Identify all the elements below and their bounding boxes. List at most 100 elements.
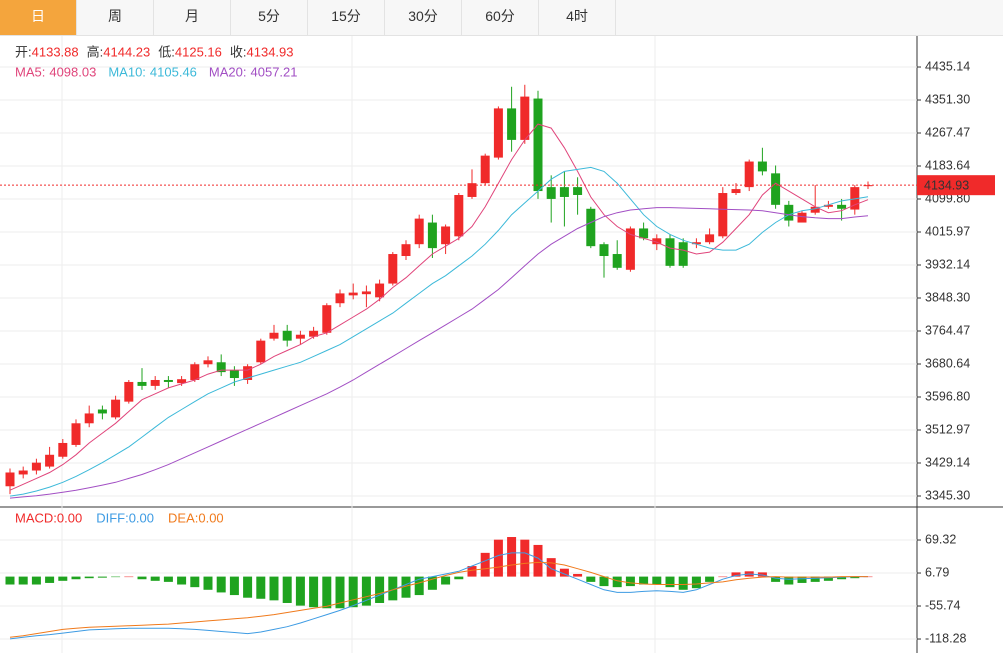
- macd-bar: [559, 568, 569, 577]
- macd-bar: [705, 576, 715, 582]
- ohlc-value: 4144.23: [103, 44, 150, 59]
- macd-bar: [111, 576, 121, 578]
- period-tab[interactable]: 日: [0, 0, 77, 35]
- macd-legend-name: DEA:: [168, 510, 198, 525]
- candle-body: [731, 189, 741, 194]
- candle-body: [718, 193, 728, 237]
- ma-line: [9, 123, 869, 491]
- macd-bar: [335, 576, 345, 609]
- price-tag: [917, 175, 995, 196]
- ohlc-label: 开:: [15, 44, 32, 59]
- candle-body: [243, 366, 253, 380]
- ma-legend-value: 4057.21: [251, 64, 298, 79]
- macd-bar: [771, 576, 781, 582]
- y-tick-label: 3596.80: [925, 389, 970, 403]
- period-tab[interactable]: 15分: [308, 0, 385, 35]
- macd-bar: [718, 576, 728, 578]
- y-tick-label: 3345.30: [925, 488, 970, 502]
- y-tick-label: 3764.47: [925, 323, 970, 337]
- macd-bar: [639, 576, 649, 585]
- macd-bar: [295, 576, 305, 606]
- macd-bar: [480, 552, 490, 577]
- candle-body: [269, 332, 279, 339]
- candle-body: [348, 292, 358, 296]
- y-tick-label: 69.32: [925, 532, 956, 546]
- candle-body: [784, 204, 794, 221]
- period-tab[interactable]: 30分: [385, 0, 462, 35]
- candle-body: [757, 161, 767, 172]
- ma-line: [9, 166, 869, 497]
- candle-body: [837, 204, 847, 209]
- macd-bar: [823, 576, 833, 581]
- macd-bar: [58, 576, 68, 581]
- ma-legend-value: 4098.03: [49, 64, 96, 79]
- ma-legend-name: MA20:: [209, 64, 247, 79]
- y-tick-label: 3680.64: [925, 356, 970, 370]
- y-tick-label: 4267.47: [925, 125, 970, 139]
- candle-body: [150, 379, 160, 386]
- ohlc-label: 低:: [158, 44, 175, 59]
- macd-bar: [599, 576, 609, 587]
- macd-bar: [177, 576, 187, 585]
- macd-bar: [757, 572, 767, 577]
- candle-body: [467, 183, 477, 197]
- candle-body: [137, 381, 147, 386]
- macd-legend-value: 0.00: [198, 510, 223, 525]
- candle-body: [573, 187, 583, 195]
- candle-body: [797, 212, 807, 223]
- candle-body: [414, 218, 424, 245]
- macd-bar: [84, 576, 94, 579]
- y-tick-label: 6.79: [925, 565, 949, 579]
- candle-body: [375, 283, 385, 298]
- candle-body: [823, 204, 833, 207]
- ma-legend-name: MA10:: [108, 64, 146, 79]
- macd-bar: [216, 576, 226, 593]
- candle-body: [295, 334, 305, 339]
- macd-bar: [150, 576, 160, 581]
- y-tick-label: 3932.14: [925, 257, 970, 271]
- candle-body: [665, 238, 675, 266]
- y-tick-label: 3429.14: [925, 455, 970, 469]
- ohlc-label: 高:: [87, 44, 104, 59]
- candle-body: [559, 187, 569, 197]
- y-tick-label: 4015.97: [925, 224, 970, 238]
- candle-body: [520, 96, 530, 140]
- macd-bar: [229, 576, 239, 596]
- candle-body: [480, 155, 490, 184]
- candle-body: [229, 370, 239, 379]
- macd-bar: [546, 558, 556, 577]
- macd-bar: [243, 576, 253, 598]
- period-tab[interactable]: 月: [154, 0, 231, 35]
- macd-bar: [731, 572, 741, 577]
- macd-line: [9, 561, 868, 638]
- macd-bar: [190, 576, 200, 588]
- candle-body: [203, 360, 213, 365]
- y-tick-label: 4435.14: [925, 59, 970, 73]
- period-tab[interactable]: 周: [77, 0, 154, 35]
- candle-body: [256, 340, 266, 363]
- candle-body: [190, 364, 200, 380]
- macd-bar: [810, 576, 820, 582]
- candle-body: [163, 379, 173, 382]
- macd-bar: [124, 576, 134, 578]
- macd-bar: [18, 576, 28, 585]
- macd-bar: [203, 576, 213, 590]
- period-tab[interactable]: 60分: [462, 0, 539, 35]
- period-tab[interactable]: 5分: [231, 0, 308, 35]
- candle-body: [18, 470, 28, 475]
- price-label: 4134.93: [924, 178, 969, 192]
- macd-bar: [401, 576, 411, 598]
- macd-bar: [361, 576, 371, 606]
- candle-body: [850, 187, 860, 210]
- y-tick-label: 4351.30: [925, 92, 970, 106]
- macd-bar: [784, 576, 794, 585]
- ma-line: [9, 207, 869, 499]
- macd-bar: [375, 576, 385, 603]
- macd-bar: [454, 576, 464, 580]
- macd-bar: [348, 576, 358, 608]
- candle-body: [744, 161, 754, 188]
- period-tab[interactable]: 4时: [539, 0, 616, 35]
- candle-body: [309, 330, 319, 337]
- ohlc-value: 4125.16: [175, 44, 222, 59]
- candle-body: [282, 330, 292, 341]
